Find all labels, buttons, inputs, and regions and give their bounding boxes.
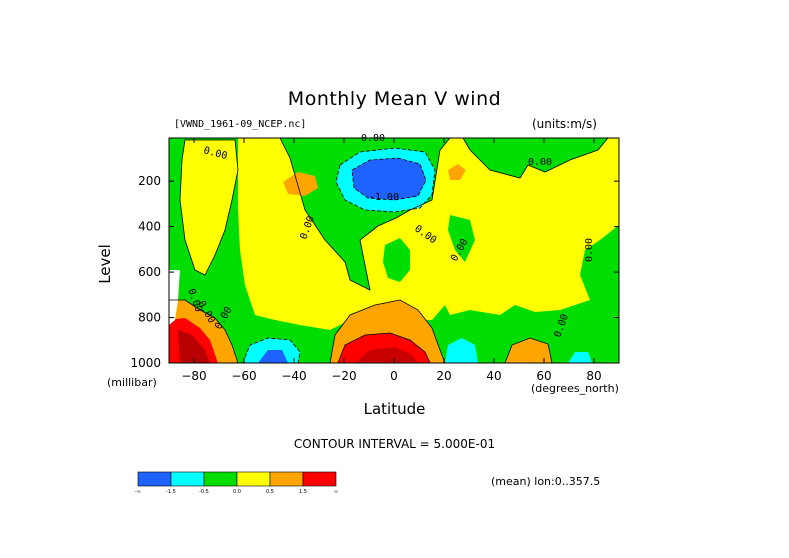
x-axis-unit-label: (degrees_north) — [531, 382, 619, 395]
y-tick-label: 200 — [138, 174, 161, 188]
fill-yellow-sh — [238, 138, 619, 330]
fill-blue-upper — [352, 158, 426, 200]
colorbar: -∞ -1.5 -0.5 0.0 0.5 1.5 ∞ — [135, 471, 338, 495]
contour-line-2 — [462, 137, 609, 179]
contour-lines — [169, 137, 609, 364]
fill-orange-60n — [505, 338, 552, 363]
fill-orange-nh-upper — [448, 164, 466, 180]
colorbar-label: -1.5 — [166, 489, 176, 495]
colorbar-label: 0.0 — [233, 489, 241, 495]
x-tick-label: 80 — [586, 369, 601, 383]
colorbar-swatch — [236, 471, 271, 487]
colorbar-label: 1.5 — [299, 489, 307, 495]
y-tick-label: 600 — [138, 265, 161, 279]
x-tick-label: 20 — [436, 369, 451, 383]
colorbar-label: 0.5 — [266, 489, 274, 495]
fill-darkred-tropical — [355, 347, 418, 363]
x-tick-label: −80 — [181, 369, 206, 383]
x-tick-label: 60 — [536, 369, 551, 383]
contour-label: 0.00 — [528, 157, 552, 168]
file-label: [VWND_1961-09_NCEP.nc] — [174, 119, 307, 130]
colorbar-label: ∞ — [334, 489, 338, 495]
fill-orange-sh-upper — [283, 172, 318, 196]
colorbar-label: -∞ — [135, 489, 141, 495]
colorbar-label: -0.5 — [199, 489, 209, 495]
contour-line-10 — [504, 337, 553, 364]
chart-title: Monthly Mean V wind — [287, 88, 502, 110]
fill-missing-corner — [169, 270, 180, 325]
contour-interval-text: CONTOUR INTERVAL = 5.000E-01 — [293, 437, 496, 451]
colorbar-swatch — [170, 471, 205, 487]
contour-field — [169, 137, 619, 364]
x-tick-label: 0 — [390, 369, 398, 383]
x-tick-label: −20 — [331, 369, 356, 383]
fill-darkred-south-pole — [178, 330, 210, 363]
y-tick-label: 1000 — [130, 356, 161, 370]
colorbar-swatch — [269, 471, 304, 487]
contour-label: -1.00 — [369, 192, 399, 203]
contour-line-7 — [337, 332, 431, 364]
x-axis-label: Latitude — [363, 400, 426, 418]
contour-line-9 — [242, 337, 301, 364]
x-tick-label: 40 — [486, 369, 501, 383]
contour-label: 0.00 — [584, 238, 595, 262]
fill-green-island-2 — [448, 215, 475, 262]
contour-line-5 — [351, 157, 427, 201]
contour-line-6 — [329, 299, 446, 364]
y-tick-label: 800 — [138, 311, 161, 325]
mean-longitude-label: (mean) lon:0..357.5 — [491, 475, 601, 488]
contour-line-8 — [169, 299, 239, 364]
units-label: (units:m/s) — [532, 117, 597, 131]
colorbar-swatch — [137, 471, 172, 487]
x-tick-label: −40 — [281, 369, 306, 383]
fill-blue-50s — [258, 350, 288, 363]
fill-cyan-20n — [445, 338, 478, 363]
y-ticks: 200 400 600 800 1000 — [130, 174, 619, 370]
x-tick-label: −60 — [231, 369, 256, 383]
colorbar-swatch — [203, 471, 238, 487]
x-ticks: −80 −60 −40 −20 0 20 40 60 80 — [181, 138, 602, 383]
fill-green-island-1 — [383, 238, 410, 282]
fill-yellow-sh-west — [180, 140, 238, 275]
colorbar-swatch — [302, 471, 337, 487]
y-axis-unit-label: (millibar) — [107, 376, 157, 389]
contour-line-3 — [179, 139, 239, 276]
fill-cyan-80n — [568, 352, 592, 363]
y-tick-label: 400 — [138, 220, 161, 234]
